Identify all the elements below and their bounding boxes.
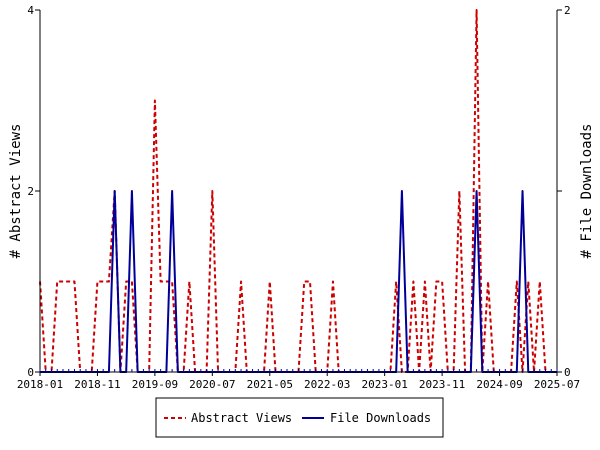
y-left-tick-label: 2 [27, 185, 34, 198]
y-right-tick-label: 0 [564, 366, 571, 379]
legend-box [155, 397, 444, 438]
x-tick-label: 2024-09 [476, 378, 522, 391]
legend-label-file-downloads: File Downloads [330, 411, 431, 425]
x-tick-label: 2018-11 [74, 378, 120, 391]
x-tick-label: 2020-07 [189, 378, 235, 391]
ticks-layer: 2018-01 2018-11 2019-09 2020-07 2021-05 2022-… [17, 4, 580, 391]
x-tick-label: 2019-09 [132, 378, 178, 391]
x-tick-label: 2023-11 [419, 378, 465, 391]
x-tick-label: 2021-05 [247, 378, 293, 391]
right-axis-title: # File Downloads [579, 124, 595, 259]
x-tick-label: 2023-01 [361, 378, 407, 391]
legend: Abstract Views File Downloads [155, 397, 444, 438]
x-tick-label: 2018-01 [17, 378, 63, 391]
y-left-tick-label: 4 [27, 4, 34, 17]
legend-label-abstract-views: Abstract Views [191, 411, 292, 425]
left-axis-title: # Abstract Views [8, 124, 24, 259]
series-line-file-downloads [40, 190, 557, 373]
x-tick-label: 2022-03 [304, 378, 350, 391]
x-tick-label: 2025-07 [534, 378, 580, 391]
y-right-tick-label: 2 [564, 4, 571, 17]
y-left-tick-label: 0 [27, 366, 34, 379]
series-line-abstract-views [39, 9, 557, 373]
series-layer [39, 9, 557, 373]
axes-layer [39, 10, 558, 373]
